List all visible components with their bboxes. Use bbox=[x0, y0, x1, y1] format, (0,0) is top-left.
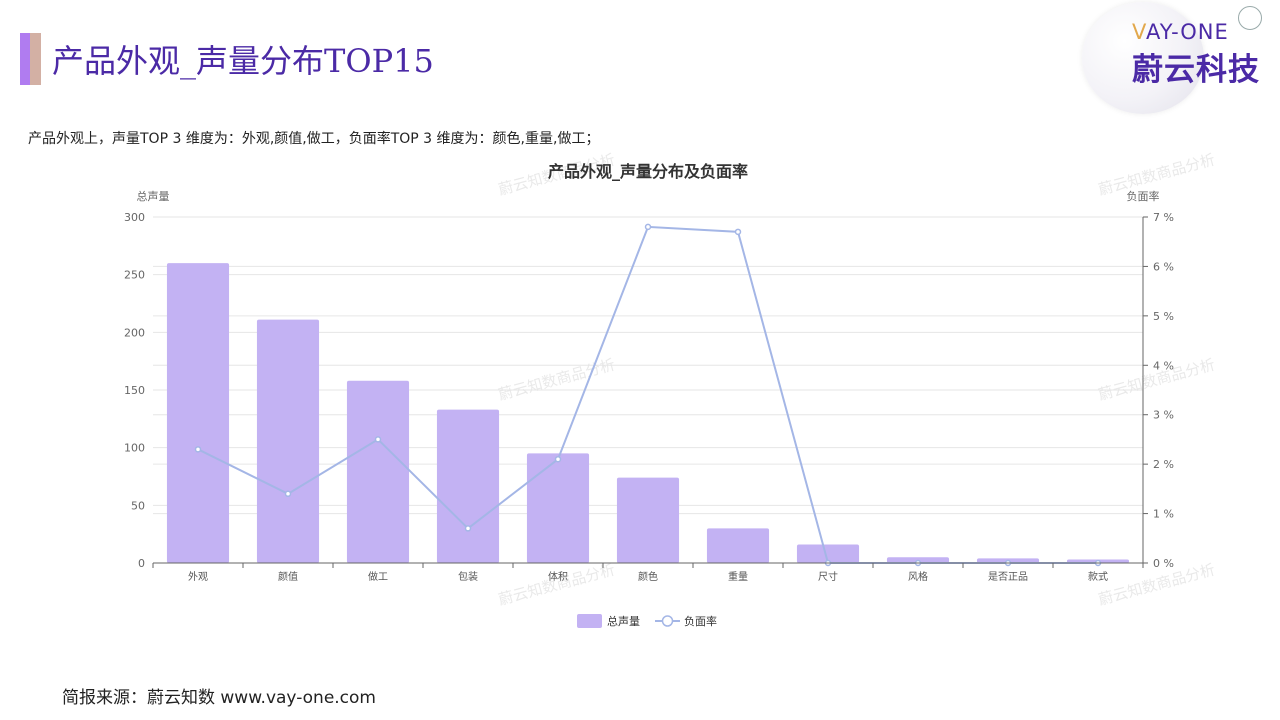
title-accent-bar-secondary bbox=[30, 33, 41, 85]
footer-source: 简报来源：蔚云知数 www.vay-one.com bbox=[62, 688, 376, 708]
x-tick-label: 包装 bbox=[458, 570, 478, 583]
line-point bbox=[554, 455, 562, 463]
logo-badge bbox=[1082, 2, 1204, 114]
watermark-text: 蔚云知数商品分析 bbox=[496, 355, 617, 403]
x-tick-label: 重量 bbox=[728, 570, 748, 583]
right-tick-label: 2 % bbox=[1153, 458, 1174, 471]
left-axis-label: 总声量 bbox=[137, 189, 170, 203]
left-tick-label: 300 bbox=[124, 211, 145, 224]
bar bbox=[526, 453, 590, 563]
line-point bbox=[374, 436, 382, 443]
logo-english-rest: AY-ONE bbox=[1146, 20, 1229, 44]
left-tick-label: 100 bbox=[124, 442, 145, 455]
right-tick-label: 1 % bbox=[1153, 508, 1174, 521]
bar bbox=[616, 477, 680, 563]
line-point bbox=[284, 490, 292, 498]
logo-english-initial: V bbox=[1132, 20, 1147, 44]
x-tick-label: 是否正品 bbox=[988, 571, 1028, 583]
logo-chinese: 蔚云科技 bbox=[1132, 52, 1260, 88]
x-tick-label: 颜色 bbox=[638, 570, 658, 583]
line-point bbox=[194, 446, 202, 453]
line-point bbox=[644, 223, 652, 231]
left-tick-label: 0 bbox=[138, 557, 145, 570]
summary-text: 产品外观上，声量TOP 3 维度为：外观,颜值,做工，负面率TOP 3 维度为：… bbox=[28, 131, 600, 147]
left-tick-label: 150 bbox=[124, 384, 145, 397]
right-tick-label: 7 % bbox=[1153, 211, 1174, 224]
axes: 外观 颜值 做工 包装 体积 颜色 重量 尺寸 风格 是否正品 款式 bbox=[152, 217, 1144, 583]
legend-swatch-bar bbox=[577, 614, 602, 628]
x-tick-label: 款式 bbox=[1088, 570, 1108, 583]
bar bbox=[346, 380, 410, 563]
left-tick-label: 250 bbox=[124, 269, 145, 282]
logo-decor-circle bbox=[1238, 6, 1262, 30]
x-tick-label: 颜值 bbox=[278, 570, 298, 583]
legend-swatch-point bbox=[661, 615, 674, 627]
line-point bbox=[734, 228, 742, 236]
right-tick-label: 3 % bbox=[1153, 409, 1174, 422]
right-tick-label: 6 % bbox=[1153, 260, 1174, 273]
page-title: 产品外观_声量分布TOP15 bbox=[52, 42, 434, 80]
x-tick-label: 尺寸 bbox=[818, 570, 838, 583]
right-tick-label: 4 % bbox=[1153, 359, 1174, 372]
bar bbox=[796, 544, 860, 563]
x-tick-label: 做工 bbox=[368, 570, 388, 583]
bar bbox=[436, 409, 500, 563]
logo-english: VAY-ONE bbox=[1132, 20, 1229, 44]
title-accent-bar bbox=[20, 33, 30, 85]
left-tick-label: 200 bbox=[124, 326, 145, 339]
left-tick-label: 50 bbox=[131, 499, 145, 512]
legend-label-line: 负面率 bbox=[684, 614, 717, 628]
line-point bbox=[464, 525, 472, 532]
bar bbox=[166, 263, 230, 563]
bar bbox=[706, 528, 770, 563]
watermark-text: 蔚云知数商品分析 bbox=[496, 560, 617, 608]
x-tick-label: 外观 bbox=[188, 571, 208, 583]
chart-title: 产品外观_声量分布及负面率 bbox=[548, 162, 748, 181]
right-tick-label: 0 % bbox=[1153, 557, 1174, 570]
right-tick-label: 5 % bbox=[1153, 310, 1174, 323]
right-axis-label: 负面率 bbox=[1127, 189, 1160, 203]
x-tick-label: 风格 bbox=[908, 570, 928, 583]
bar-series bbox=[166, 263, 1130, 563]
legend-label-bar: 总声量 bbox=[607, 614, 640, 628]
legend[interactable]: 总声量 负面率 bbox=[577, 614, 717, 628]
x-tick-label: 体积 bbox=[548, 571, 568, 583]
bar bbox=[256, 319, 320, 563]
